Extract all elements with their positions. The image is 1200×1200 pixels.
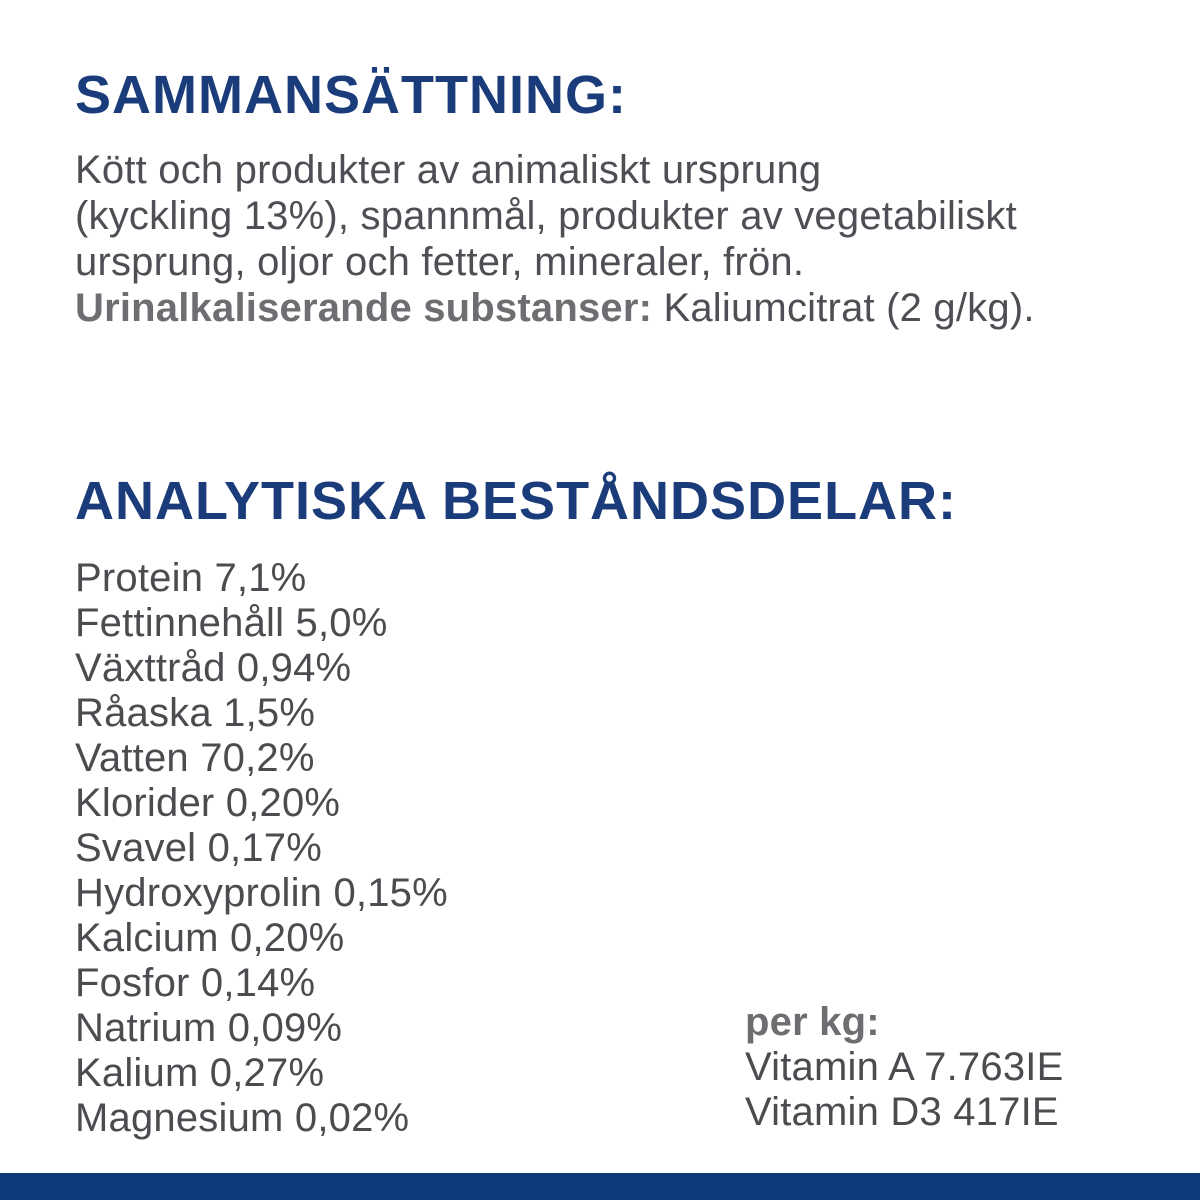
nutrient-row: Magnesium 0,02% [75,1096,448,1141]
nutrient-label: Kalium [75,1051,199,1095]
ingredients-line: (kyckling 13%), spannmål, produkter av v… [75,194,1017,238]
urine-alkalizing-line: Urinalkaliserande substanser: Kaliumcitr… [75,285,1035,331]
nutrient-row: Vatten 70,2% [75,736,448,781]
ingredients-line: ursprung, oljor och fetter, mineraler, f… [75,240,805,284]
vitamin-label: Vitamin A [745,1045,913,1089]
nutrient-label: Natrium [75,1006,217,1050]
vitamin-value: 7.763IE [924,1045,1064,1089]
nutrient-value: 0,09% [227,1006,343,1050]
composition-heading: SAMMANSÄTTNING: [75,65,627,125]
nutrient-value: 0,20% [225,781,341,825]
nutrient-row: Råaska 1,5% [75,691,448,736]
nutrient-label: Fettinnehåll [75,601,285,645]
nutrient-value: 0,94% [236,646,352,690]
vitamin-label: Vitamin D3 [745,1090,942,1134]
nutrient-value: 0,20% [230,916,345,960]
nutrient-label: Fosfor [75,961,190,1005]
nutrient-label: Klorider [75,781,215,825]
composition-body: Kött och produkter av animaliskt ursprun… [75,147,1035,331]
nutrient-label: Vatten [75,736,189,780]
nutrient-list: Protein 7,1% Fettinnehåll 5,0% Växttråd … [75,556,448,1141]
nutrient-row: Natrium 0,09% [75,1006,448,1051]
nutrient-row: Fettinnehåll 5,0% [75,601,448,646]
nutrient-label: Hydroxyprolin [75,871,323,915]
per-kg-block: per kg: Vitamin A 7.763IE Vitamin D3 417… [745,1000,1063,1135]
nutrient-label: Växttråd [75,646,226,690]
analysis-heading: ANALYTISKA BESTÅNDSDELAR: [75,471,958,531]
nutrient-row: Klorider 0,20% [75,781,448,826]
urine-alkalizing-label: Urinalkaliserande substanser: [75,286,653,330]
nutrient-row: Kalcium 0,20% [75,916,448,961]
nutrient-label: Råaska [75,691,212,735]
vitamin-row: Vitamin A 7.763IE [745,1045,1063,1090]
nutrient-value: 0,15% [333,871,448,915]
nutrient-row: Fosfor 0,14% [75,961,448,1006]
nutrient-row: Hydroxyprolin 0,15% [75,871,448,916]
nutrient-value: 5,0% [295,601,388,645]
nutrient-row: Svavel 0,17% [75,826,448,871]
nutrient-row: Växttråd 0,94% [75,646,448,691]
nutrient-label: Kalcium [75,916,219,960]
vitamin-row: Vitamin D3 417IE [745,1090,1063,1135]
nutrient-value: 1,5% [223,691,316,735]
nutrient-value: 0,27% [209,1051,325,1095]
nutrient-value: 0,14% [200,961,316,1005]
nutrient-value: 7,1% [214,556,307,600]
nutrient-label: Magnesium [75,1096,284,1140]
ingredients-line: Kött och produkter av animaliskt ursprun… [75,148,822,192]
per-kg-heading: per kg: [745,1000,880,1044]
nutrient-label: Protein [75,556,204,600]
nutrient-value: 0,17% [207,826,323,870]
nutrient-label: Svavel [75,826,197,870]
urine-alkalizing-value: Kaliumcitrat (2 g/kg). [663,286,1035,330]
nutrient-value: 70,2% [200,736,315,780]
nutrient-row: Protein 7,1% [75,556,448,601]
vitamin-value: 417IE [953,1090,1059,1134]
nutrient-value: 0,02% [294,1096,410,1140]
footer-accent-bar [0,1173,1200,1200]
nutrient-row: Kalium 0,27% [75,1051,448,1096]
